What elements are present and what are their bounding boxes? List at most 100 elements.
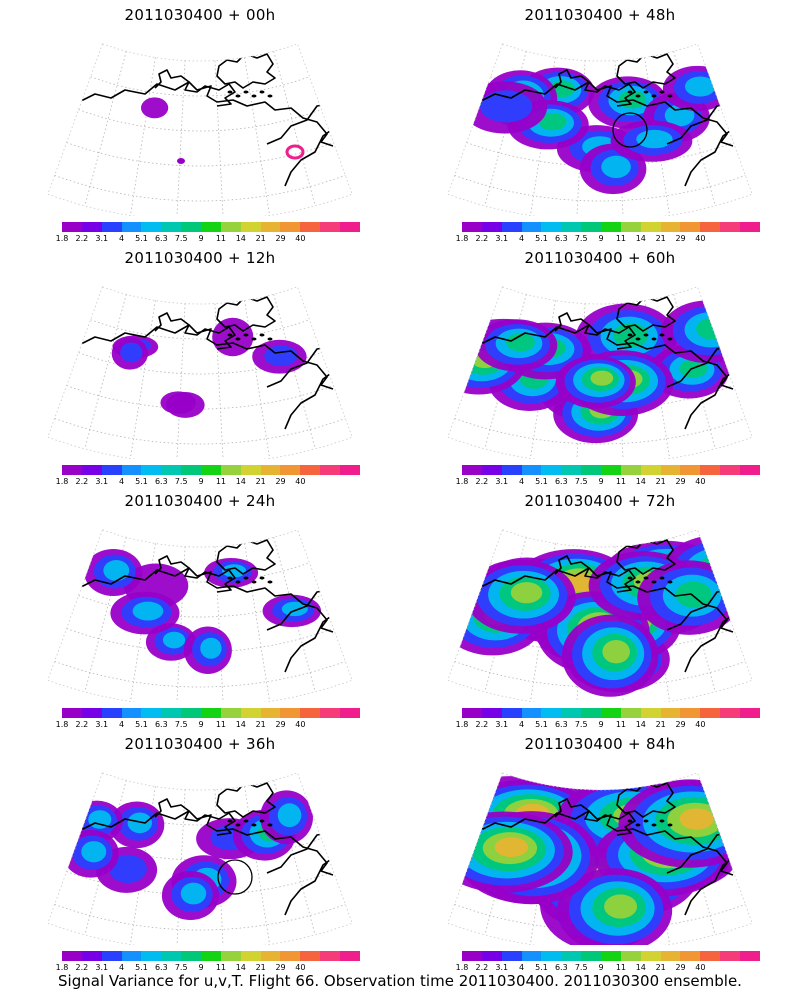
colorbar-swatch xyxy=(740,222,760,232)
island xyxy=(243,576,249,580)
colorbar-swatch xyxy=(300,465,321,475)
colorbar-swatch xyxy=(260,708,281,718)
colorbar-label: 4 xyxy=(119,477,125,486)
colorbar-label: 3.1 xyxy=(495,963,509,972)
parallel-line xyxy=(66,142,334,167)
meridian-line xyxy=(176,546,186,702)
map-content xyxy=(47,780,353,945)
colorbar-label: 11 xyxy=(615,477,627,486)
panel-title: 2011030400 + 12h xyxy=(124,249,276,267)
colorbar-label: 11 xyxy=(615,720,627,729)
colorbar-label: 40 xyxy=(295,234,306,243)
panel-title: 2011030400 + 36h xyxy=(124,735,276,753)
colorbar-swatch xyxy=(462,465,482,475)
map-boundary xyxy=(47,43,353,216)
variance-contour xyxy=(120,342,143,363)
colorbar xyxy=(462,465,760,475)
colorbar-label: 14 xyxy=(635,234,646,243)
colorbar-label: 2.2 xyxy=(75,477,89,486)
island xyxy=(643,819,649,823)
colorbar-label: 3.1 xyxy=(495,477,509,486)
colorbar-label: 14 xyxy=(235,234,246,243)
colorbar-swatch xyxy=(201,465,221,475)
colorbar-swatch xyxy=(260,222,281,232)
colorbar-swatch xyxy=(62,951,82,961)
colorbar-swatch xyxy=(121,465,142,475)
variance-contour xyxy=(277,803,302,828)
colorbar-swatch xyxy=(680,222,701,232)
variance-contour xyxy=(127,812,153,834)
island xyxy=(667,337,673,341)
colorbar-label: 6.3 xyxy=(554,477,568,486)
colorbar-swatch xyxy=(601,951,621,961)
colorbar-swatch xyxy=(101,465,122,475)
colorbar-label: 6.3 xyxy=(554,963,568,972)
colorbar-label: 1.8 xyxy=(55,234,69,243)
colorbar-label: 11 xyxy=(615,963,627,972)
island xyxy=(259,333,265,337)
meridian-line xyxy=(273,780,316,935)
colorbar-label: 29 xyxy=(275,720,286,729)
colorbar-label: 6.3 xyxy=(554,234,568,243)
colorbar-swatch xyxy=(201,951,221,961)
colorbar-swatch xyxy=(240,708,261,718)
colorbar-swatch xyxy=(300,222,321,232)
colorbar-swatch xyxy=(601,222,621,232)
colorbar-swatch xyxy=(240,465,261,475)
island xyxy=(235,580,241,584)
colorbar-swatch xyxy=(121,951,142,961)
colorbar-swatch xyxy=(81,708,102,718)
colorbar-swatch xyxy=(561,465,582,475)
variance-contour xyxy=(109,854,147,884)
colorbar-label: 1.8 xyxy=(55,720,69,729)
coastline xyxy=(154,312,236,350)
coastline xyxy=(266,330,353,430)
colorbar-swatch xyxy=(101,951,122,961)
colorbar-swatch xyxy=(161,465,182,475)
coastline xyxy=(266,573,353,673)
meridian-line xyxy=(129,57,156,216)
colorbar-swatch xyxy=(320,708,341,718)
colorbar-swatch xyxy=(481,951,502,961)
island xyxy=(659,576,665,580)
colorbar-swatch xyxy=(62,708,82,718)
colorbar-swatch xyxy=(340,708,360,718)
colorbar-swatch xyxy=(121,708,142,718)
meridian-line xyxy=(84,294,127,449)
colorbar-swatch xyxy=(501,222,522,232)
variance-contour xyxy=(679,808,714,830)
map-content xyxy=(47,537,353,702)
colorbar-swatch xyxy=(81,465,102,475)
island xyxy=(627,90,633,94)
colorbar-label: 29 xyxy=(275,477,286,486)
colorbar-label: 1.8 xyxy=(455,963,469,972)
colorbar-label: 5.1 xyxy=(135,963,148,972)
colorbar-label: 1.8 xyxy=(455,720,469,729)
panel-title: 2011030400 + 60h xyxy=(524,249,676,267)
colorbar-swatch xyxy=(62,465,82,475)
colorbar-swatch xyxy=(700,222,721,232)
map-content xyxy=(47,294,353,459)
variance-contour xyxy=(177,158,185,164)
map-boundary xyxy=(47,529,353,702)
colorbar-label: 40 xyxy=(295,720,306,729)
colorbar-label: 29 xyxy=(275,963,286,972)
island xyxy=(235,94,241,98)
colorbar-swatch xyxy=(620,222,641,232)
map-00h xyxy=(47,43,353,216)
island xyxy=(235,337,241,341)
island xyxy=(651,94,657,98)
colorbar-swatch xyxy=(740,951,760,961)
variance-contour xyxy=(538,113,567,131)
colorbar-label: 3.1 xyxy=(95,720,109,729)
meridian-line xyxy=(484,780,527,935)
colorbar xyxy=(462,222,760,232)
parallel-line xyxy=(454,174,746,202)
parallel-line xyxy=(454,417,746,445)
colorbar-label: 3.1 xyxy=(495,720,509,729)
island xyxy=(651,580,657,584)
colorbar-label: 21 xyxy=(255,234,266,243)
colorbar-swatch xyxy=(720,951,741,961)
colorbar xyxy=(462,951,760,961)
variance-contour xyxy=(140,97,169,119)
